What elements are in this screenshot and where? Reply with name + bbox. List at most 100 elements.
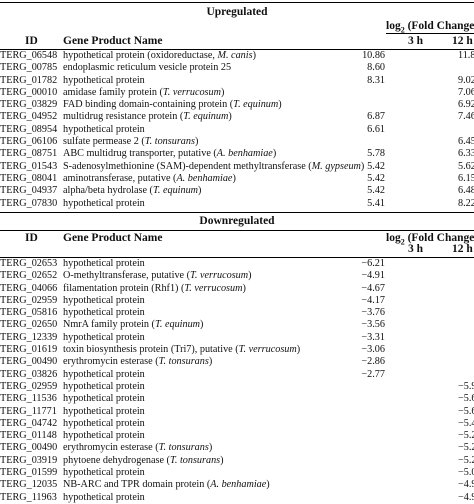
organism-name: T. verrucosum: [184, 282, 243, 294]
fold-change-12h: −5.69: [458, 393, 474, 405]
downregulated-subheader: 3 h 12 h: [0, 243, 474, 257]
table-row: TERG_04937 alpha/beta hydrolase (T. equin…: [0, 185, 474, 197]
table-row: TERG_03919 phytoene dehydrogenase (T. ton…: [0, 455, 474, 467]
table-row: TERG_06106 sulfate permease 2 (T. tonsura…: [0, 136, 474, 148]
fold-change-3h: −2.86: [361, 356, 385, 368]
organism-name: T. verrucosum: [238, 344, 297, 356]
organism-name: T. tonsurans: [144, 136, 195, 148]
gene-product-name: hypothetical protein: [63, 258, 145, 269]
downregulated-header-rule: [0, 257, 474, 258]
fold-change-12h: 11.80: [458, 50, 474, 61]
organism-name: M. gypseum: [311, 160, 361, 172]
table-row: TERG_11536 hypothetical protein −5.69: [0, 393, 474, 405]
table-row: TERG_06548 hypothetical protein (oxidored…: [0, 50, 474, 62]
table-row: TERG_02653 hypothetical protein −6.21: [0, 258, 474, 270]
header-gene-product-name: Gene Product Name: [63, 35, 163, 47]
table-row: TERG_05816 hypothetical protein −3.76: [0, 307, 474, 319]
fold-change-12h: −4.97: [458, 491, 474, 503]
fold-change-12h: −5.07: [458, 467, 474, 479]
gene-id: TERG_01148: [0, 430, 57, 442]
fold-change-12h: −5.25: [458, 442, 474, 454]
gene-product-name: hypothetical protein: [63, 307, 145, 319]
table-row: TERG_08751 ABC multidrug transporter, put…: [0, 148, 474, 160]
organism-name: T. equinum: [183, 111, 229, 123]
gene-product-name: filamentation protein (Rhf1) (T. verruco…: [63, 282, 246, 294]
table-row: TERG_11771 hypothetical protein −5.61: [0, 406, 474, 418]
downregulated-header: ID Gene Product Name log2 (Fold Change): [0, 232, 474, 246]
table-row: TERG_04742 hypothetical protein −5.41: [0, 418, 474, 430]
fold-change-3h: −4.67: [361, 282, 385, 294]
fold-change-12h: 7.46: [458, 111, 474, 123]
fold-change-12h: 6.48: [458, 185, 474, 197]
table-row: TERG_04952 multidrug resistance protein (…: [0, 111, 474, 123]
gene-product-name: endoplasmic reticulum vesicle protein 25: [63, 62, 232, 74]
fold-change-12h: 6.45: [458, 136, 474, 148]
table-row: TERG_04066 filamentation protein (Rhf1) (…: [0, 283, 474, 295]
fold-change-3h: 5.41: [367, 197, 385, 209]
gene-product-name: hypothetical protein: [63, 380, 145, 392]
gene-id: TERG_00490: [0, 442, 58, 454]
fold-change-3h: 10.86: [362, 50, 385, 61]
gene-id: TERG_01619: [0, 344, 58, 356]
gene-product-name: hypothetical protein: [63, 331, 145, 343]
upregulated-title: Upregulated: [206, 6, 268, 18]
gene-id: TERG_11963: [0, 491, 57, 503]
table-row: TERG_02652 O-methyltransferase, putative …: [0, 270, 474, 282]
gene-id: TERG_02650: [0, 319, 58, 331]
gene-product-name: hypothetical protein: [63, 294, 145, 306]
table-row: TERG_01543 S-adenosylmethionine (SAM)-dep…: [0, 161, 474, 173]
upregulated-rows: TERG_06548 hypothetical protein (oxidored…: [0, 50, 474, 210]
gene-product-name: FAD binding domain-containing protein (T…: [63, 99, 282, 111]
organism-name: T. verrucosum: [190, 270, 249, 282]
header-id: ID: [25, 35, 38, 47]
top-rule: [0, 2, 474, 3]
gene-id: TERG_08954: [0, 123, 58, 135]
gene-id: TERG_00010: [0, 86, 58, 98]
gene-product-name: hypothetical protein (oxidoreductase, M.…: [63, 50, 256, 61]
fold-change-12h: 6.33: [458, 148, 474, 160]
fold-change-12h: 8.22: [458, 197, 474, 209]
table-row: TERG_01619 toxin biosynthesis protein (Tr…: [0, 344, 474, 356]
gene-id: TERG_03919: [0, 454, 58, 466]
upregulated-header: ID Gene Product Name 3 h 12 h: [0, 35, 474, 49]
gene-product-name: hypothetical protein: [63, 430, 145, 442]
fold-change-12h: 6.92: [458, 99, 474, 111]
table-row: TERG_08041 aminotransferase, putative (A.…: [0, 173, 474, 185]
section-rule: [0, 212, 474, 213]
gene-id: TERG_02652: [0, 270, 58, 282]
gene-id: TERG_00490: [0, 356, 58, 368]
gene-product-name: hypothetical protein: [63, 123, 145, 135]
gene-product-name: hypothetical protein: [63, 491, 145, 503]
fold-change-3h: 6.61: [367, 123, 385, 135]
fold-change-12h: −4.97: [458, 479, 474, 491]
gene-id: TERG_04742: [0, 417, 58, 429]
organism-name: M. canis: [217, 50, 253, 61]
gene-id: TERG_12035: [0, 479, 58, 491]
table-row: TERG_03829 FAD binding domain-containing …: [0, 99, 474, 111]
fold-change-12h: −5.26: [458, 430, 474, 442]
downregulated-title: Downregulated: [199, 215, 275, 227]
gene-product-name: erythromycin esterase (T. tonsurans): [63, 442, 213, 454]
fold-change-3h: −6.21: [361, 258, 385, 269]
gene-product-name: hypothetical protein: [63, 467, 145, 479]
gene-product-name: hypothetical protein: [63, 74, 145, 86]
table-row: TERG_02650 NmrA family protein (T. equinu…: [0, 319, 474, 331]
gene-product-name: phytoene dehydrogenase (T. tonsurans): [63, 454, 224, 466]
fold-change-12h: 6.15: [458, 172, 474, 184]
upregulated-header-fc: log2 (Fold Change): [0, 20, 474, 34]
gene-product-name: hypothetical protein: [63, 368, 145, 380]
organism-name: A. benhamiae: [176, 172, 233, 184]
table-row: TERG_02959 hypothetical protein −4.17: [0, 295, 474, 307]
gene-id: TERG_11771: [0, 405, 57, 417]
fold-change-3h: 5.42: [367, 160, 385, 172]
fold-change-3h: 8.60: [367, 62, 385, 74]
organism-name: T. tonsurans: [158, 356, 209, 368]
table-row: TERG_07830 hypothetical protein 5.41 8.22: [0, 198, 474, 210]
organism-name: T. equinum: [152, 185, 199, 197]
table-row: TERG_00490 erythromycin esterase (T. tons…: [0, 442, 474, 454]
fold-change-rule: [386, 33, 474, 34]
table-row: TERG_08954 hypothetical protein 6.61: [0, 124, 474, 136]
fold-change-3h: −2.77: [361, 368, 385, 380]
fold-change-3h: −4.91: [361, 270, 385, 282]
gene-id: TERG_06548: [0, 50, 58, 61]
